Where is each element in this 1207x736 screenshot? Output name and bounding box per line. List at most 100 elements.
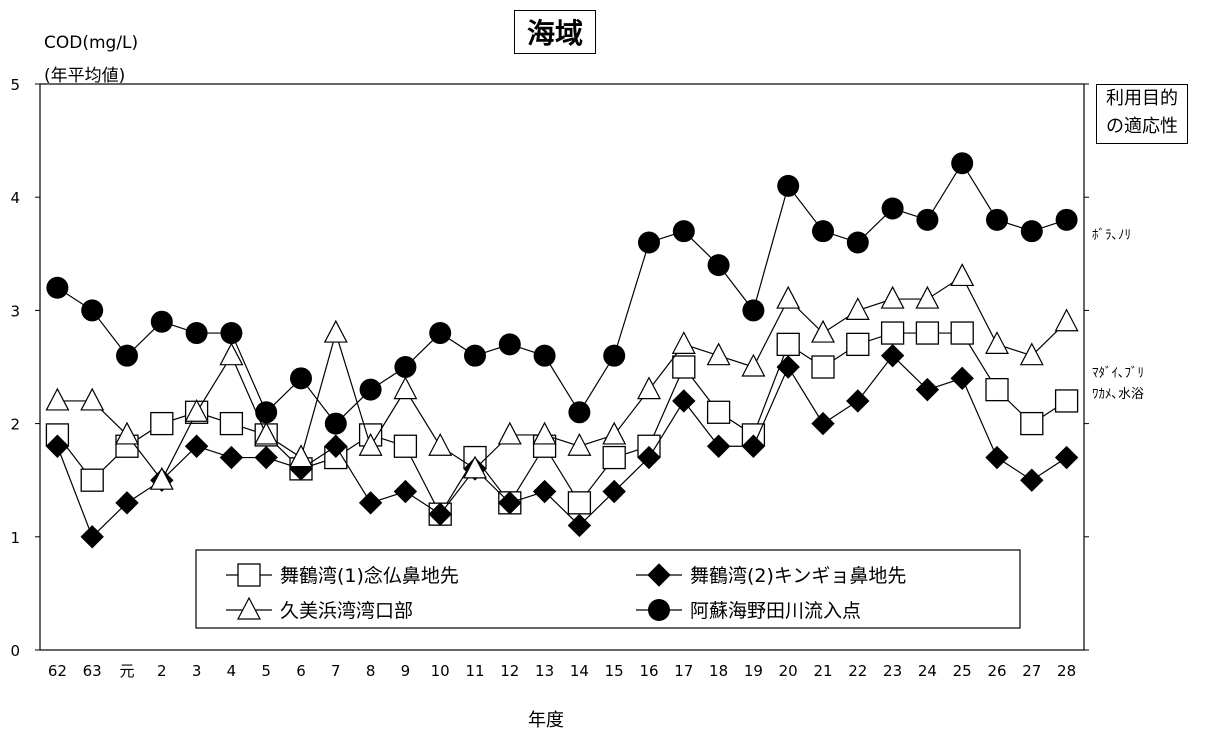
data-point (358, 491, 383, 515)
data-point (532, 479, 557, 504)
x-tick-label: 11 (465, 662, 484, 680)
data-point (915, 377, 940, 402)
x-tick-label: 17 (674, 662, 693, 680)
x-tick-label: 7 (331, 662, 341, 680)
data-point (567, 432, 592, 456)
data-point (672, 389, 696, 413)
x-tick-label: 24 (918, 662, 937, 680)
y-axis-label: COD(mg/L) (44, 33, 139, 53)
data-point (846, 231, 869, 254)
data-point (776, 355, 800, 379)
data-point (706, 434, 731, 458)
data-point (880, 285, 905, 309)
data-point (811, 319, 835, 343)
x-tick-label: 20 (779, 662, 798, 680)
data-point (358, 432, 383, 456)
x-tick-label: 63 (83, 662, 102, 680)
data-point (915, 285, 940, 309)
x-tick-label: 19 (744, 662, 763, 680)
data-point (915, 321, 940, 345)
data-point (219, 342, 244, 366)
x-tick-label: 15 (605, 662, 624, 680)
data-point (464, 344, 486, 367)
data-point (602, 445, 626, 470)
series-4 (46, 152, 1078, 435)
legend-marker (648, 599, 670, 621)
x-tick-label: 23 (883, 662, 902, 680)
x-tick-label: 元 (119, 662, 134, 680)
data-point (80, 525, 104, 549)
data-point (637, 376, 661, 400)
data-point (185, 322, 208, 345)
data-point (1020, 411, 1044, 436)
data-point (880, 343, 905, 368)
data-point (498, 333, 521, 356)
data-point (46, 276, 69, 299)
data-point (1020, 468, 1044, 492)
data-point (985, 377, 1009, 402)
y-axis-sublabel: (年平均値) (44, 66, 126, 86)
data-point (80, 468, 104, 492)
x-tick-label: 12 (500, 662, 519, 680)
data-point (1054, 445, 1079, 470)
x-tick-label: 6 (296, 662, 306, 680)
x-tick-label: 3 (192, 662, 202, 680)
usage-suitability-line2: の適応性 (1106, 116, 1178, 137)
x-tick-label: 9 (401, 662, 411, 680)
data-point (290, 367, 312, 390)
data-point (81, 299, 104, 322)
y-tick-label: 0 (10, 642, 20, 660)
data-point (1055, 208, 1078, 231)
data-point (394, 356, 417, 378)
data-point (741, 353, 766, 377)
data-point (602, 479, 626, 504)
legend-entry: 舞鶴湾(1)念仏鼻地先 (226, 563, 459, 587)
series-3 (45, 263, 1079, 490)
axes (35, 83, 1089, 651)
data-point (463, 455, 487, 479)
y-tick-label: 2 (10, 416, 20, 434)
data-point (498, 491, 522, 515)
data-point (220, 322, 243, 345)
x-tick-label: 2 (157, 662, 167, 680)
data-point (951, 152, 974, 175)
data-point (289, 444, 313, 468)
data-point (777, 174, 800, 197)
data-point (45, 434, 70, 458)
legend-marker (647, 563, 671, 587)
x-tick-label: 4 (227, 662, 237, 680)
data-point (950, 366, 974, 391)
data-point (428, 502, 452, 526)
data-point (707, 254, 730, 277)
data-point (986, 208, 1008, 231)
data-point (672, 220, 695, 243)
data-point (45, 387, 70, 411)
data-point (812, 220, 834, 243)
data-point (115, 421, 139, 445)
y-tick-label: 3 (10, 302, 20, 320)
purpose-label-class-a-2: ﾜｶﾒ､水浴 (1092, 387, 1145, 402)
data-point (846, 389, 870, 413)
data-point (881, 197, 904, 220)
x-tick-label: 5 (261, 662, 271, 680)
legend-entry: 阿蘇海野田川流入点 (636, 599, 861, 622)
x-tick-label: 26 (987, 662, 1006, 680)
y-tick-label: 5 (10, 76, 20, 94)
data-point (811, 355, 835, 379)
data-point (638, 231, 660, 254)
legend-label: 久美浜湾湾口部 (280, 600, 413, 622)
data-point (532, 421, 557, 445)
data-point (950, 263, 975, 287)
y-tick-label: 4 (10, 189, 20, 207)
data-point (742, 299, 765, 322)
data-point (985, 331, 1009, 354)
legend-marker (237, 596, 261, 620)
data-point (254, 421, 279, 445)
data-point (568, 401, 591, 424)
data-point (567, 513, 592, 538)
data-point (393, 434, 418, 458)
data-point (671, 331, 696, 354)
data-point (497, 421, 522, 445)
x-tick-label: 28 (1057, 662, 1076, 680)
